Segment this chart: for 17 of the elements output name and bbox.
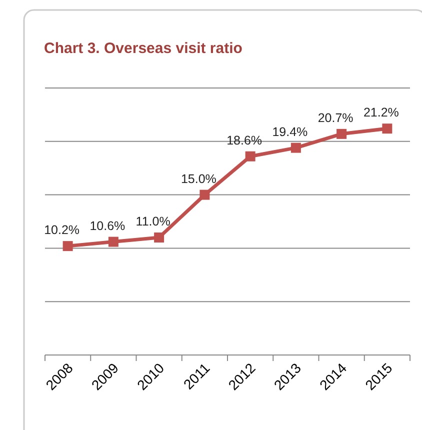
point	[154, 232, 164, 243]
data-label: 11.0%	[136, 214, 170, 229]
point	[200, 190, 210, 200]
data-label: 15.0%	[180, 172, 216, 186]
point	[62, 241, 73, 252]
point	[108, 236, 118, 247]
chart-title: Chart 3. Overseas visit ratio	[44, 40, 242, 57]
point	[245, 151, 256, 162]
data-label: 20.7%	[318, 110, 354, 125]
data-label: 10.2%	[44, 223, 80, 238]
data-label: 10.6%	[90, 218, 126, 233]
data-label: 19.4%	[272, 124, 308, 139]
point	[382, 124, 392, 134]
point	[290, 142, 301, 153]
point	[336, 128, 347, 139]
data-label: 18.6%	[226, 133, 262, 148]
data-label: 21.2%	[363, 106, 399, 120]
